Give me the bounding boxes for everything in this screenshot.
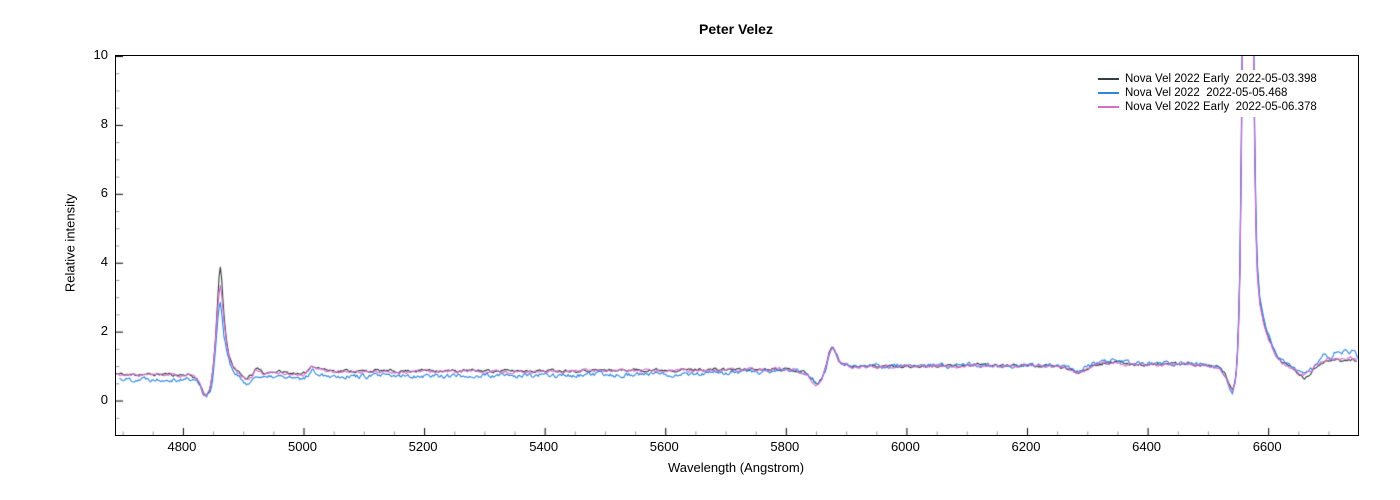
legend-label: Nova Vel 2022 2022-05-05.468 [1125, 87, 1288, 99]
plot-area [115, 55, 1359, 436]
x-tick-label: 5000 [288, 439, 317, 454]
x-tick-label: 6400 [1132, 439, 1162, 454]
x-tick-label: 6600 [1252, 439, 1282, 454]
y-tick-label: 2 [100, 322, 108, 338]
legend-label: Nova Vel 2022 Early 2022-05-03.398 [1125, 73, 1317, 85]
x-axis-label: Wavelength (Angstrom) [667, 460, 805, 475]
legend: Nova Vel 2022 Early 2022-05-03.398 Nova V… [1096, 70, 1325, 117]
legend-item: Nova Vel 2022 2022-05-05.468 [1098, 86, 1317, 100]
x-tick-label: 5800 [770, 439, 800, 454]
x-tick-label: 5200 [408, 439, 438, 454]
x-tick-label: 4800 [167, 439, 197, 454]
legend-line-swatch [1098, 106, 1119, 108]
y-tick-label: 4 [100, 253, 108, 269]
y-axis-label: Relative intensity [62, 193, 78, 293]
legend-line-swatch [1098, 92, 1119, 94]
chart-title: Peter Velez [699, 21, 773, 37]
y-tick-label: 0 [100, 391, 108, 407]
x-tick-label: 6000 [890, 439, 920, 454]
x-tick-label: 5400 [529, 439, 559, 454]
y-tick-label: 10 [93, 47, 108, 62]
legend-line-swatch [1098, 78, 1119, 80]
legend-label: Nova Vel 2022 Early 2022-05-06.378 [1125, 101, 1317, 113]
y-tick-label: 8 [100, 115, 108, 131]
x-tick-label: 5600 [649, 439, 679, 454]
legend-item: Nova Vel 2022 Early 2022-05-03.398 [1098, 72, 1317, 86]
x-tick-label: 6200 [1011, 439, 1041, 454]
spectrum-canvas [116, 56, 1358, 435]
legend-item: Nova Vel 2022 Early 2022-05-06.378 [1098, 100, 1317, 114]
y-tick-label: 6 [100, 184, 108, 200]
